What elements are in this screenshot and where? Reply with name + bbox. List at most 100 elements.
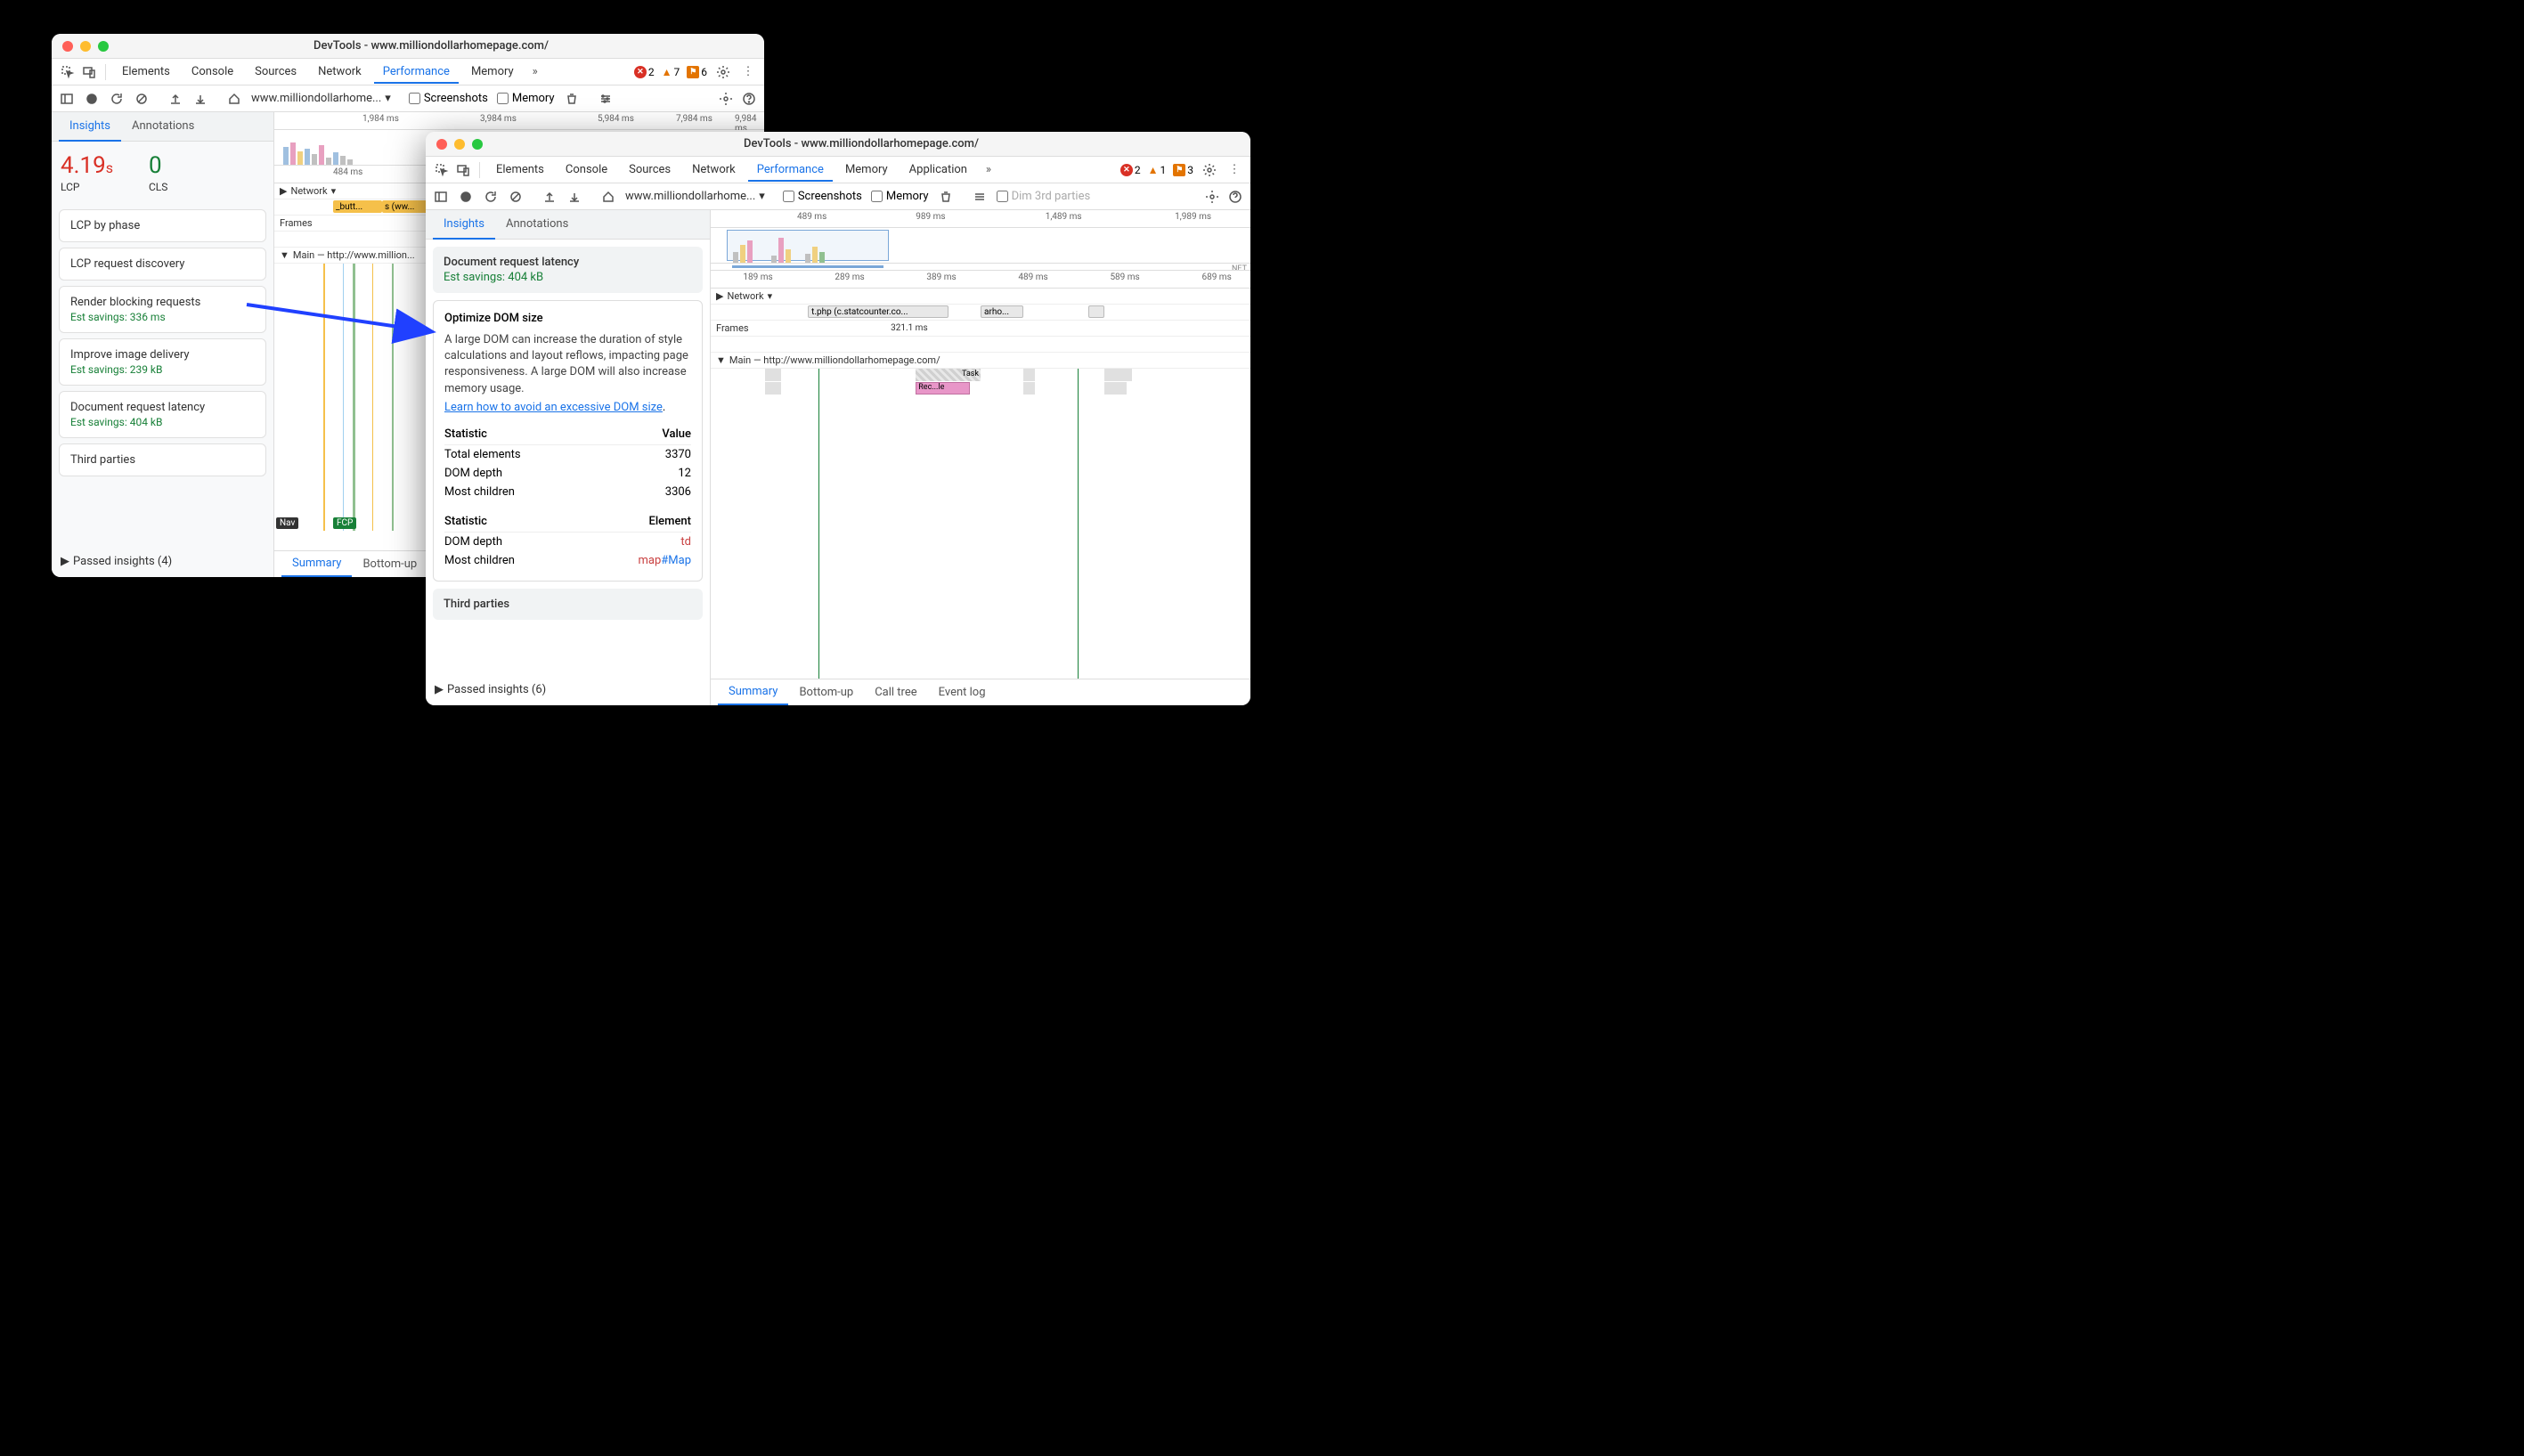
minimize-button[interactable] (80, 41, 91, 52)
insight-render-blocking[interactable]: Render blocking requestsEst savings: 336… (59, 286, 266, 333)
passed-insights[interactable]: ▶ Passed insights (4) (52, 546, 273, 577)
tab-elements[interactable]: Elements (487, 159, 553, 180)
clear-icon[interactable] (508, 189, 524, 205)
inspect-icon[interactable] (59, 63, 77, 81)
element-link[interactable]: td (680, 535, 691, 549)
url-dropdown[interactable]: www.milliondollarhome...▾ (251, 92, 391, 105)
detail-ruler[interactable]: 189 ms 289 ms 389 ms 489 ms 589 ms 689 m… (711, 271, 1250, 289)
memory-checkbox[interactable]: Memory (497, 92, 555, 105)
subtab-annotations[interactable]: Annotations (121, 112, 205, 141)
tab-console[interactable]: Console (557, 159, 616, 180)
device-icon[interactable] (454, 161, 472, 179)
tab-console[interactable]: Console (183, 61, 242, 82)
device-icon[interactable] (80, 63, 98, 81)
home-icon[interactable] (600, 189, 616, 205)
more-tabs-icon[interactable]: » (980, 161, 997, 179)
tab-sources[interactable]: Sources (620, 159, 680, 180)
subtab-insights[interactable]: Insights (59, 112, 121, 142)
btab-summary[interactable]: Summary (281, 551, 352, 577)
shortcuts-icon[interactable] (972, 189, 988, 205)
tab-memory[interactable]: Memory (836, 159, 897, 180)
gc-icon[interactable] (938, 189, 954, 205)
maximize-button[interactable] (472, 139, 483, 150)
flame-chart[interactable]: Task Rec...le FCP D LCP (711, 369, 1250, 705)
tab-sources[interactable]: Sources (246, 61, 305, 82)
btab-bottomup[interactable]: Bottom-up (352, 552, 427, 576)
record-icon[interactable] (458, 189, 474, 205)
download-icon[interactable] (566, 189, 582, 205)
task-block[interactable]: Task (916, 369, 981, 381)
reload-icon[interactable] (109, 91, 125, 107)
dim-3rd-parties[interactable]: Dim 3rd parties (997, 190, 1091, 203)
toggle-sidebar-icon[interactable] (59, 91, 75, 107)
recalc-block[interactable]: Rec...le (916, 382, 970, 395)
menu-icon[interactable]: ⋮ (739, 63, 757, 81)
memory-checkbox[interactable]: Memory (871, 190, 929, 203)
record-icon[interactable] (84, 91, 100, 107)
frames-track-label[interactable]: Frames321.1 ms (711, 321, 1250, 337)
gc-icon[interactable] (564, 91, 580, 107)
error-badge[interactable]: ✕2 (1120, 164, 1141, 176)
dom-learn-link[interactable]: Learn how to avoid an excessive DOM size (444, 401, 663, 414)
subtab-annotations[interactable]: Annotations (495, 210, 579, 239)
warning-badge[interactable]: ▲7 (662, 66, 680, 78)
download-icon[interactable] (192, 91, 208, 107)
url-dropdown[interactable]: www.milliondollarhome...▾ (625, 190, 765, 203)
clear-icon[interactable] (134, 91, 150, 107)
subtab-insights[interactable]: Insights (433, 210, 495, 240)
btab-summary[interactable]: Summary (718, 679, 788, 705)
capture-settings-icon[interactable] (1204, 189, 1220, 205)
help-icon[interactable] (1227, 189, 1243, 205)
btab-calltree[interactable]: Call tree (864, 680, 927, 704)
third-parties-card[interactable]: Third parties (433, 589, 703, 620)
shortcuts-icon[interactable] (598, 91, 614, 107)
overview-strip[interactable]: NET (711, 228, 1250, 264)
frames-track[interactable] (711, 337, 1250, 353)
minimize-button[interactable] (454, 139, 465, 150)
error-badge[interactable]: ✕2 (634, 66, 655, 78)
tab-performance[interactable]: Performance (374, 61, 459, 84)
capture-settings-icon[interactable] (718, 91, 734, 107)
insight-third-parties[interactable]: Third parties (59, 443, 266, 476)
network-track[interactable]: t.php (c.statcounter.co... arho... (711, 305, 1250, 321)
settings-icon[interactable] (1201, 161, 1218, 179)
net-chip-1[interactable]: _butt... (333, 200, 382, 213)
tab-elements[interactable]: Elements (113, 61, 179, 82)
overview-ruler[interactable]: 489 ms 989 ms 1,489 ms 1,989 ms CPU (711, 210, 1250, 228)
btab-eventlog[interactable]: Event log (928, 680, 997, 704)
reload-icon[interactable] (483, 189, 499, 205)
insight-doc-latency[interactable]: Document request latencyEst savings: 404… (59, 391, 266, 438)
tab-network[interactable]: Network (683, 159, 745, 180)
main-track-label[interactable]: ▼ Main — http://www.milliondollarhomepag… (711, 353, 1250, 369)
overview-ruler[interactable]: 1,984 ms 3,984 ms 5,984 ms 7,984 ms 9,98… (274, 112, 764, 130)
warning-badge[interactable]: ▲1 (1148, 164, 1167, 176)
cls-metric[interactable]: 0 CLS (149, 152, 167, 193)
insight-image-delivery[interactable]: Improve image deliveryEst savings: 239 k… (59, 338, 266, 386)
upload-icon[interactable] (167, 91, 183, 107)
lcp-metric[interactable]: 4.19s LCP (61, 152, 113, 193)
home-icon[interactable] (226, 91, 242, 107)
passed-insights[interactable]: ▶ Passed insights (6) (426, 674, 710, 705)
tab-application[interactable]: Application (900, 159, 976, 180)
help-icon[interactable] (741, 91, 757, 107)
network-track-label[interactable]: ▶ Network ▾ (711, 289, 1250, 305)
close-button[interactable] (62, 41, 73, 52)
upload-icon[interactable] (541, 189, 558, 205)
tab-network[interactable]: Network (309, 61, 370, 82)
net-chip-3[interactable] (1088, 305, 1104, 318)
doc-latency-card[interactable]: Document request latency Est savings: 40… (433, 247, 703, 293)
tab-memory[interactable]: Memory (462, 61, 523, 82)
insight-lcp-phase[interactable]: LCP by phase (59, 209, 266, 242)
btab-bottomup[interactable]: Bottom-up (788, 680, 864, 704)
issues-badge[interactable]: ⚑3 (1173, 164, 1193, 176)
element-link[interactable]: map#Map (638, 554, 691, 567)
maximize-button[interactable] (98, 41, 109, 52)
screenshots-checkbox[interactable]: Screenshots (409, 92, 488, 105)
screenshots-checkbox[interactable]: Screenshots (783, 190, 862, 203)
issues-badge[interactable]: ⚑6 (687, 66, 707, 78)
tab-performance[interactable]: Performance (748, 159, 833, 182)
insight-lcp-discovery[interactable]: LCP request discovery (59, 248, 266, 281)
settings-icon[interactable] (714, 63, 732, 81)
close-button[interactable] (436, 139, 447, 150)
net-chip-2[interactable]: arho... (981, 305, 1023, 318)
